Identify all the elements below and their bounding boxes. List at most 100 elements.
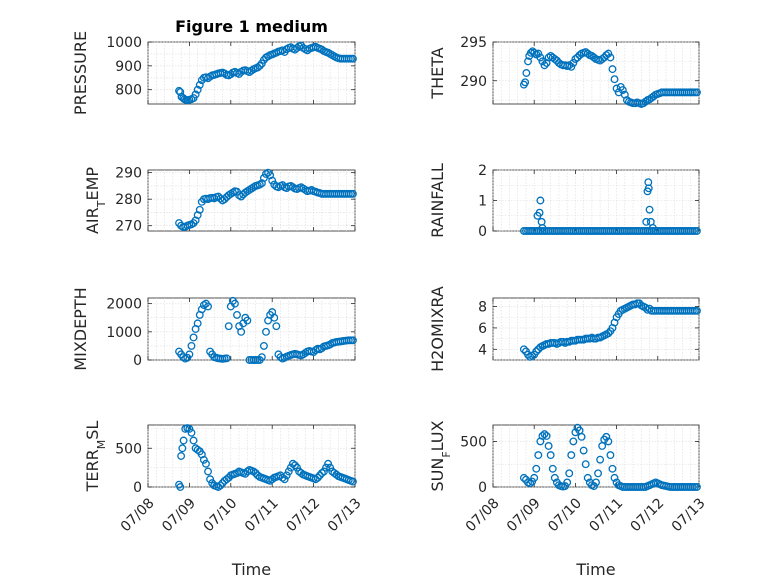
data-point bbox=[645, 205, 654, 214]
y-axis-label: THETA bbox=[428, 47, 447, 99]
data-point bbox=[536, 196, 545, 205]
x-tick-label: 07/11 bbox=[242, 495, 282, 535]
data-point bbox=[220, 195, 229, 204]
data-point bbox=[332, 470, 341, 479]
data-point bbox=[604, 49, 613, 58]
data-point bbox=[348, 477, 357, 486]
data-point bbox=[185, 424, 194, 433]
y-tick-label: 2000 bbox=[106, 297, 142, 313]
data-point bbox=[253, 63, 262, 72]
data-point bbox=[565, 61, 574, 70]
chart-title: Figure 1 medium bbox=[175, 17, 328, 36]
data-point bbox=[291, 461, 299, 470]
y-label-rest: EMP bbox=[83, 167, 102, 201]
data-point bbox=[320, 467, 328, 476]
x-axis-label: Time bbox=[231, 560, 271, 579]
panel-mixdepth: 0 1000 2000 MIXDEPTH bbox=[71, 287, 357, 371]
data-point bbox=[199, 301, 208, 309]
data-point bbox=[197, 305, 206, 314]
y-tick-label: 295 bbox=[460, 35, 487, 51]
y-tick-label: 0 bbox=[478, 224, 487, 240]
data-point bbox=[571, 428, 580, 437]
data-point bbox=[575, 51, 584, 60]
data-point bbox=[550, 55, 559, 63]
y-tick-label: 1000 bbox=[106, 325, 142, 341]
data-point bbox=[313, 473, 322, 482]
x-tick-label: 07/08 bbox=[463, 495, 503, 535]
data-point bbox=[202, 459, 210, 468]
data-point bbox=[524, 57, 532, 66]
y-label-subscript: F bbox=[440, 451, 453, 457]
data-point bbox=[608, 65, 617, 74]
series-h2omixra bbox=[519, 299, 701, 361]
data-point bbox=[583, 49, 592, 58]
data-point bbox=[641, 97, 650, 106]
data-point bbox=[532, 347, 541, 356]
x-tick-label: 07/12 bbox=[283, 495, 323, 535]
y-axis-label: AIRTEMP bbox=[83, 167, 108, 234]
y-tick-label: 0 bbox=[133, 480, 142, 496]
data-point bbox=[348, 54, 357, 63]
y-tick-label: 2 bbox=[478, 163, 487, 179]
data-point bbox=[199, 455, 208, 464]
data-point bbox=[255, 61, 264, 70]
data-point bbox=[218, 479, 227, 488]
data-point bbox=[581, 460, 590, 469]
y-tick-label: 280 bbox=[115, 192, 142, 208]
data-point bbox=[185, 350, 194, 359]
panel-rainfall: 0 1 2 RAINFALL bbox=[428, 163, 701, 240]
panel-sun_flux: 0 500 07/08 07/09 07/10 07/11 07/12 07/13 Time SU… bbox=[428, 420, 709, 579]
data-point bbox=[608, 464, 617, 473]
data-point bbox=[692, 227, 701, 235]
y-tick-label: 900 bbox=[115, 59, 142, 75]
series-mixdepth bbox=[175, 296, 357, 364]
data-point bbox=[193, 445, 202, 454]
y-label-rest: LUX bbox=[428, 420, 447, 451]
data-point bbox=[534, 451, 543, 460]
y-label-main: SUN bbox=[428, 458, 447, 492]
x-axis-label: Time bbox=[575, 560, 615, 579]
data-point bbox=[311, 475, 320, 484]
data-point bbox=[268, 176, 277, 185]
data-point bbox=[251, 469, 260, 477]
data-point bbox=[519, 473, 528, 482]
y-tick-label: 0 bbox=[133, 353, 142, 369]
data-point bbox=[540, 430, 549, 439]
data-point bbox=[178, 444, 187, 453]
data-point bbox=[579, 446, 588, 455]
data-point bbox=[602, 51, 611, 60]
series-pressure bbox=[175, 41, 357, 105]
data-point bbox=[222, 354, 231, 363]
data-point bbox=[589, 53, 598, 62]
data-point bbox=[521, 78, 530, 87]
data-point bbox=[189, 436, 198, 445]
x-tick-label: 07/13 bbox=[325, 495, 365, 535]
data-point bbox=[569, 437, 578, 446]
x-tick-label: 07/09 bbox=[504, 495, 544, 535]
data-point bbox=[592, 478, 600, 487]
y-tick-label: 500 bbox=[460, 434, 487, 450]
data-point bbox=[530, 473, 539, 482]
data-point bbox=[546, 451, 555, 460]
data-point bbox=[303, 46, 312, 55]
x-tick-label: 07/10 bbox=[545, 495, 585, 535]
data-point bbox=[187, 428, 196, 437]
data-point bbox=[534, 49, 543, 58]
data-point bbox=[604, 437, 613, 446]
data-point bbox=[649, 92, 658, 101]
x-tick-label: 07/10 bbox=[201, 495, 241, 535]
data-point bbox=[622, 96, 631, 105]
data-point bbox=[270, 313, 279, 322]
data-point bbox=[230, 299, 239, 308]
data-point bbox=[548, 464, 557, 473]
data-point bbox=[567, 62, 576, 71]
data-point bbox=[204, 302, 212, 311]
data-point bbox=[233, 310, 241, 319]
y-label-main: AIR bbox=[83, 207, 102, 234]
data-point bbox=[253, 471, 262, 480]
data-point bbox=[563, 478, 572, 487]
data-point bbox=[569, 58, 578, 67]
y-axis-label: PRESSURE bbox=[71, 31, 90, 115]
data-point bbox=[536, 53, 545, 62]
data-point bbox=[606, 451, 615, 460]
